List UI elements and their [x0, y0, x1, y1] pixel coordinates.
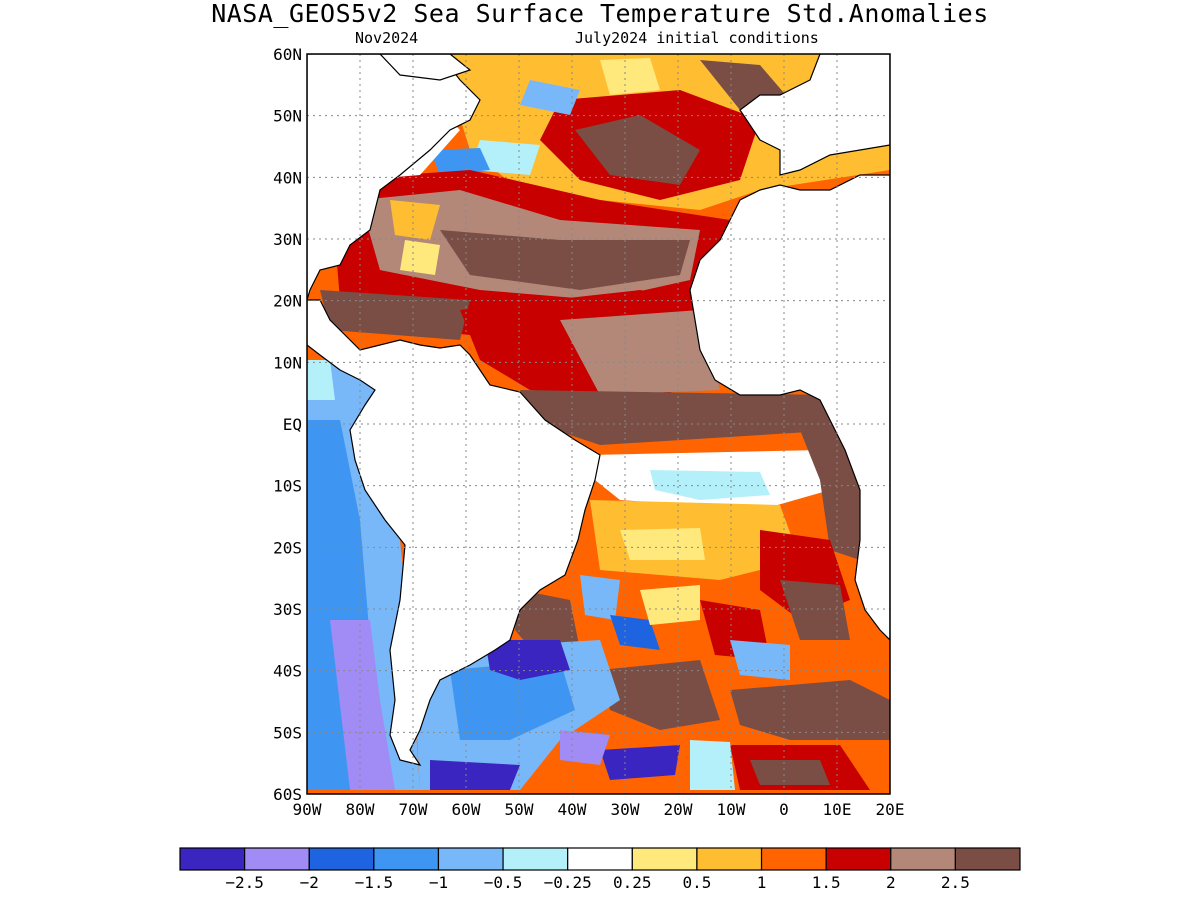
europe-land — [739, 54, 890, 176]
colorbar-swatch — [373, 847, 440, 871]
lon-tick-label: 90W — [293, 800, 322, 819]
lat-tick-label: 20S — [273, 538, 302, 557]
anomaly-patch — [485, 640, 570, 680]
initial-conditions: July2024 initial conditions — [575, 29, 819, 47]
lon-tick-label: 10W — [717, 800, 746, 819]
anomaly-patch — [800, 430, 860, 560]
colorbar-swatch — [825, 847, 892, 871]
colorbar-tick-label: 2.5 — [941, 873, 970, 892]
anomaly-patch — [390, 200, 440, 240]
map-title: NASA_GEOS5v2 Sea Surface Temperature Std… — [211, 0, 989, 28]
colorbar-swatch — [890, 847, 956, 871]
anomaly-patch — [690, 740, 735, 790]
anomaly-patch — [600, 745, 680, 780]
anomaly-field — [307, 54, 890, 794]
lat-tick-label: 60N — [273, 45, 302, 64]
lat-tick-label: 60S — [273, 785, 302, 804]
colorbar — [179, 847, 1021, 871]
lon-tick-label: 70W — [399, 800, 428, 819]
anomaly-patch — [307, 360, 335, 400]
colorbar-swatch — [760, 847, 827, 871]
anomaly-patch — [450, 660, 575, 740]
lon-tick-label: 50W — [505, 800, 534, 819]
anomaly-patch — [520, 80, 580, 115]
colorbar-tick-label: 0.25 — [613, 873, 652, 892]
latitude-axis: 60N 50N 40N 30N 20N 10N EQ 10S 20S 30S 40S 50S 60S — [273, 45, 302, 804]
colorbar-labels: −2.5 −2 −1.5 −1 −0.5 −0.25 0.25 0.5 1 1.5 2 2.5 — [225, 873, 969, 892]
forecast-month: Nov2024 — [355, 29, 419, 47]
colorbar-tick-label: −0.5 — [484, 873, 523, 892]
lat-tick-label: 50S — [273, 723, 302, 742]
colorbar-swatch — [437, 847, 504, 871]
colorbar-swatch — [308, 847, 375, 871]
colorbar-tick-label: 0.5 — [682, 873, 711, 892]
anomaly-patch — [600, 58, 660, 95]
lat-tick-label: 50N — [273, 107, 302, 126]
africa-land — [689, 174, 890, 641]
anomaly-patch — [650, 470, 770, 500]
anomaly-patch — [440, 230, 690, 290]
colorbar-swatch — [567, 847, 633, 871]
anomaly-patch — [575, 115, 700, 185]
anomaly-patch — [780, 580, 850, 640]
anomaly-patch — [520, 390, 840, 445]
anomaly-patch — [730, 680, 890, 740]
anomaly-patch — [320, 290, 470, 340]
lon-tick-label: 20W — [664, 800, 693, 819]
anomaly-patch — [640, 585, 700, 625]
lon-tick-label: 0 — [779, 800, 789, 819]
colorbar-tick-label: −1.5 — [355, 873, 394, 892]
colorbar-swatch — [244, 847, 310, 871]
anomaly-patch — [730, 640, 790, 680]
colorbar-swatch — [179, 847, 246, 871]
lat-lon-grid — [307, 54, 890, 794]
anomaly-patch — [430, 760, 520, 790]
anomaly-patch — [400, 240, 440, 275]
anomaly-patch — [750, 760, 830, 785]
anomaly-patch — [560, 310, 720, 395]
colorbar-swatch — [631, 847, 698, 871]
anomaly-patch — [600, 660, 720, 730]
anomaly-patch — [580, 575, 620, 620]
colorbar-tick-label: −2 — [300, 873, 319, 892]
lat-tick-label: 10N — [273, 353, 302, 372]
anomaly-patch — [610, 615, 660, 650]
colorbar-tick-label: 1 — [757, 873, 767, 892]
anomaly-patch — [430, 148, 490, 175]
lon-tick-label: 20E — [876, 800, 905, 819]
lon-tick-label: 10E — [823, 800, 852, 819]
lon-tick-label: 60W — [452, 800, 481, 819]
colorbar-swatch — [696, 847, 763, 871]
lat-tick-label: 40S — [273, 662, 302, 681]
colorbar-tick-label: −1 — [429, 873, 448, 892]
colorbar-swatch — [954, 847, 1021, 871]
anomaly-patch — [620, 528, 705, 560]
map-frame — [306, 53, 891, 795]
anomaly-patch — [330, 620, 395, 790]
colorbar-tick-label: −0.25 — [544, 873, 592, 892]
lat-tick-label: 30S — [273, 600, 302, 619]
lat-tick-label: 30N — [273, 230, 302, 249]
lon-tick-label: 40W — [558, 800, 587, 819]
longitude-axis: 90W 80W 70W 60W 50W 40W 30W 20W 10W 0 10E 20E — [293, 800, 905, 819]
lon-tick-label: 30W — [611, 800, 640, 819]
lat-tick-label: 40N — [273, 168, 302, 187]
central-america-land — [307, 299, 601, 766]
lon-tick-label: 80W — [346, 800, 375, 819]
greenland-land — [379, 54, 472, 81]
lat-tick-label: EQ — [283, 415, 302, 434]
colorbar-tick-label: −2.5 — [225, 873, 264, 892]
lat-tick-label: 20N — [273, 292, 302, 311]
colorbar-tick-label: 1.5 — [812, 873, 841, 892]
colorbar-tick-label: 2 — [886, 873, 896, 892]
lat-tick-label: 10S — [273, 477, 302, 496]
colorbar-swatch — [502, 847, 569, 871]
